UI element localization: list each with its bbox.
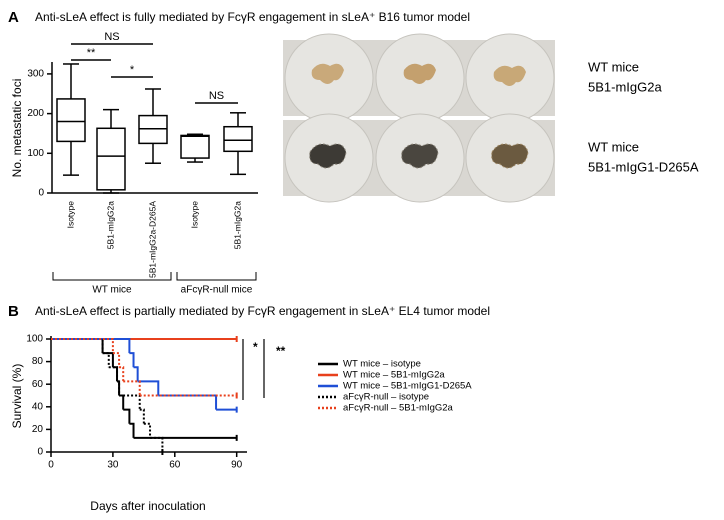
y-tick-label: 80 xyxy=(32,356,44,367)
x-tick-label: 5B1-mIgG2a xyxy=(105,201,115,249)
significance-label: ** xyxy=(87,47,96,59)
legend-label: aFcγR-null – 5B1-mIgG2a xyxy=(343,403,454,414)
significance-label: NS xyxy=(209,90,224,102)
survival-step xyxy=(123,408,131,424)
y-tick-label: 200 xyxy=(27,108,44,119)
y-axis-label: No. metastatic foci xyxy=(10,79,24,178)
survival-step xyxy=(108,366,119,382)
lung xyxy=(311,63,344,84)
survival-step xyxy=(139,408,145,424)
chart-title: Anti-sLeA effect is fully mediated by Fc… xyxy=(35,10,470,24)
significance-label: ** xyxy=(276,344,286,358)
box xyxy=(138,114,168,145)
legend-label: WT mice – 5B1-mIgG1-D265A xyxy=(343,381,472,392)
box xyxy=(96,127,126,191)
x-tick-label: 60 xyxy=(169,460,181,471)
lung xyxy=(309,143,347,169)
group-label: WT mice xyxy=(92,285,132,296)
y-tick-label: 100 xyxy=(27,148,44,159)
survival-step xyxy=(102,352,110,368)
legend-label: WT mice – isotype xyxy=(343,359,421,370)
box xyxy=(223,125,253,153)
box xyxy=(56,98,86,143)
y-tick-label: 60 xyxy=(32,379,44,390)
lung xyxy=(493,65,526,86)
y-tick-label: 40 xyxy=(32,401,44,412)
survival-step xyxy=(119,366,125,382)
survival-step xyxy=(133,366,139,382)
survival-step xyxy=(129,422,135,438)
chart-title: Anti-sLeA effect is partially mediated b… xyxy=(35,304,490,318)
x-tick-label: 5B1-mIgG2a xyxy=(232,201,242,249)
significance-label: * xyxy=(130,64,135,76)
survival-step xyxy=(137,380,160,396)
survival-step xyxy=(51,338,131,354)
survival-step xyxy=(51,338,114,354)
x-tick-label: Isotype xyxy=(65,201,75,229)
y-tick-label: 0 xyxy=(38,188,44,199)
x-axis-label: Days after inoculation xyxy=(90,499,205,513)
survival-step xyxy=(123,380,141,396)
survival-step xyxy=(119,394,125,410)
x-tick-label: 90 xyxy=(231,460,243,471)
legend-label: aFcγR-null – isotype xyxy=(343,392,429,403)
x-tick-label: 0 xyxy=(48,460,54,471)
x-tick-label: Isotype xyxy=(189,201,199,229)
group-label: aFcγR-null mice xyxy=(181,285,253,296)
survival-step xyxy=(143,422,152,438)
survival-step xyxy=(158,394,218,410)
group-bracket xyxy=(176,272,257,281)
y-tick-label: 300 xyxy=(27,69,44,80)
y-tick-label: 20 xyxy=(32,424,44,435)
group-bracket xyxy=(52,272,172,281)
image-label: 5B1-mIgG1-D265A xyxy=(588,159,699,174)
image-label: 5B1-mIgG2a xyxy=(588,79,662,94)
survival-step xyxy=(102,352,114,368)
lung xyxy=(403,63,436,84)
lung-photos xyxy=(283,33,555,203)
y-tick-label: 100 xyxy=(26,334,43,345)
survival-step xyxy=(129,352,135,368)
image-label: WT mice xyxy=(588,59,639,74)
image-label: WT mice xyxy=(588,139,639,154)
significance-label: NS xyxy=(104,31,119,43)
survival-step xyxy=(150,436,164,452)
panel-label: A xyxy=(8,9,19,26)
survival-step xyxy=(51,338,104,354)
lung xyxy=(401,143,439,169)
x-tick-label: 5B1-mIgG2a-D265A xyxy=(147,201,157,278)
y-tick-label: 0 xyxy=(37,447,43,458)
survival-step xyxy=(119,394,141,410)
significance-label: * xyxy=(253,340,258,354)
y-axis-label: Survival (%) xyxy=(10,364,24,429)
x-tick-label: 30 xyxy=(107,460,119,471)
survival-step xyxy=(117,380,121,396)
lung xyxy=(491,143,529,169)
box xyxy=(180,134,210,159)
survival-step xyxy=(51,338,104,354)
legend-label: WT mice – 5B1-mIgG2a xyxy=(343,370,445,381)
panel-label: B xyxy=(8,303,19,320)
